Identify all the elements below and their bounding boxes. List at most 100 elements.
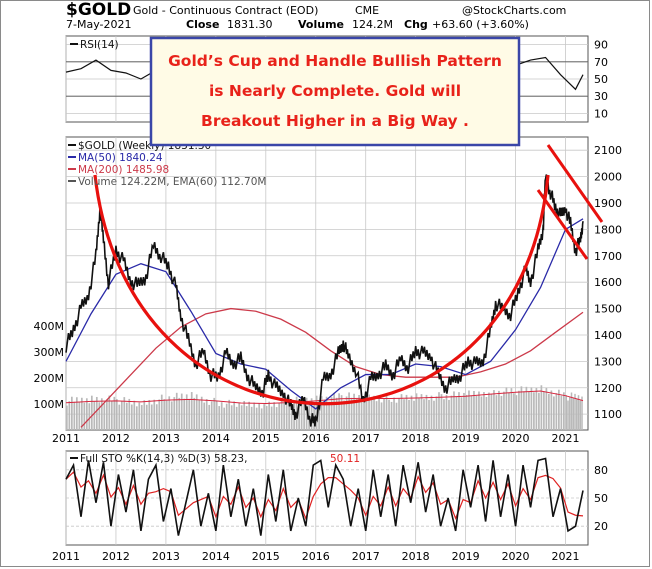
volume-bar [510,388,513,430]
volume-bar [225,403,228,430]
volume-bar [425,394,428,430]
sto-tick-label: 80 [594,464,608,477]
volume-bar [143,400,146,430]
sto-k-line [65,457,584,536]
volume-bar [435,396,438,430]
volume-bar [468,390,470,430]
volume-bar [355,399,358,430]
change-label: Chg [404,18,428,31]
volume-bar [579,400,582,430]
volume-bar [503,391,505,430]
volume-bar [183,398,186,430]
volume-bar [298,401,300,430]
volume-bar [525,386,528,430]
volume-bar [320,396,323,430]
volume-bar [268,401,271,430]
volume-bar [213,397,216,430]
volume-bar [403,399,405,430]
volume-bar [445,394,448,430]
drawn-pattern-lines [93,144,604,406]
volume-bar [528,391,530,430]
volume-bar [440,394,443,430]
price-tick-label: 1800 [594,223,622,236]
price-tick-label: 1500 [594,303,622,316]
volume-bar [90,395,93,430]
volume-bar [488,392,490,430]
volume-bar [110,400,113,430]
rsi-tick-label: 50 [594,73,608,86]
volume-tick-label: 100M [34,398,65,411]
volume-bar [165,400,168,430]
volume-bar [280,398,283,430]
x-tick-label: 2017 [352,432,380,445]
volume-bar [358,395,360,430]
rsi-tick-label: 30 [594,90,608,103]
price-tick-label: 1900 [594,197,622,210]
volume-bar [153,399,156,430]
volume-bar [193,397,196,430]
x-tick-label: 2018 [402,432,430,445]
volume-bar [505,387,508,430]
volume-bar [380,402,383,430]
volume-bar [388,399,390,430]
volume-bar [538,392,540,430]
volume-bar [93,401,96,430]
ticker-symbol: $GOLD [66,0,131,20]
volume-bar [168,396,171,430]
quote-date: 7-May-2021 [66,18,131,31]
volume-bar [328,401,330,430]
volume-tick-label: 200M [34,372,65,385]
volume-bar [480,396,483,430]
volume-bar [418,398,420,430]
volume-bars [66,385,583,430]
volume-bar [550,390,553,430]
volume-bar [383,398,385,430]
volume-bar [400,394,403,430]
ticker-description: Gold - Continuous Contract (EOD) [133,4,318,17]
volume-bar [95,396,98,430]
volume-bar [577,395,580,430]
legend-entry: 50.11 [330,453,360,465]
close-value: 1831.30 [227,18,273,31]
volume-bar [148,399,151,430]
rsi-tick-label: 90 [594,39,608,52]
price-tick-label: 1100 [594,408,622,421]
x-tick-label: 2011 [52,550,80,563]
volume-bar [515,395,518,430]
x-tick-label: 2015 [252,432,280,445]
stockcharts-watermark: @StockCharts.com [462,4,566,17]
volume-bar [410,395,413,430]
price-line [65,174,584,427]
volume-bar [208,404,211,430]
x-tick-label: 2021 [552,432,580,445]
volume-bar [273,402,275,430]
volume-bar [560,395,563,430]
volume-bar [558,389,560,430]
volume-bar [365,398,368,430]
volume-bar [413,400,415,430]
volume-bar [245,406,248,430]
sto-tick-label: 20 [594,520,608,533]
volume-bar [285,398,288,430]
volume-bar [283,403,285,430]
volume-bar [258,403,261,430]
change-value: +63.60 (+3.60%) [432,18,529,31]
x-tick-label: 2012 [102,550,130,563]
volume-bar [348,392,350,430]
volume-bar [188,399,191,430]
volume-bar [138,402,141,430]
volume-bar [290,405,293,430]
volume-bar [123,397,126,430]
volume-bar [548,393,550,430]
volume-bar [500,395,503,430]
volume-bar [378,397,380,430]
volume-bar [195,394,198,430]
volume-bar [350,397,353,430]
volume-bar [228,399,231,430]
ma50-line [65,218,584,410]
volume-bar [70,396,73,430]
volume-bar [135,406,138,430]
volume-bar [495,395,498,430]
volume-bar [255,407,258,430]
